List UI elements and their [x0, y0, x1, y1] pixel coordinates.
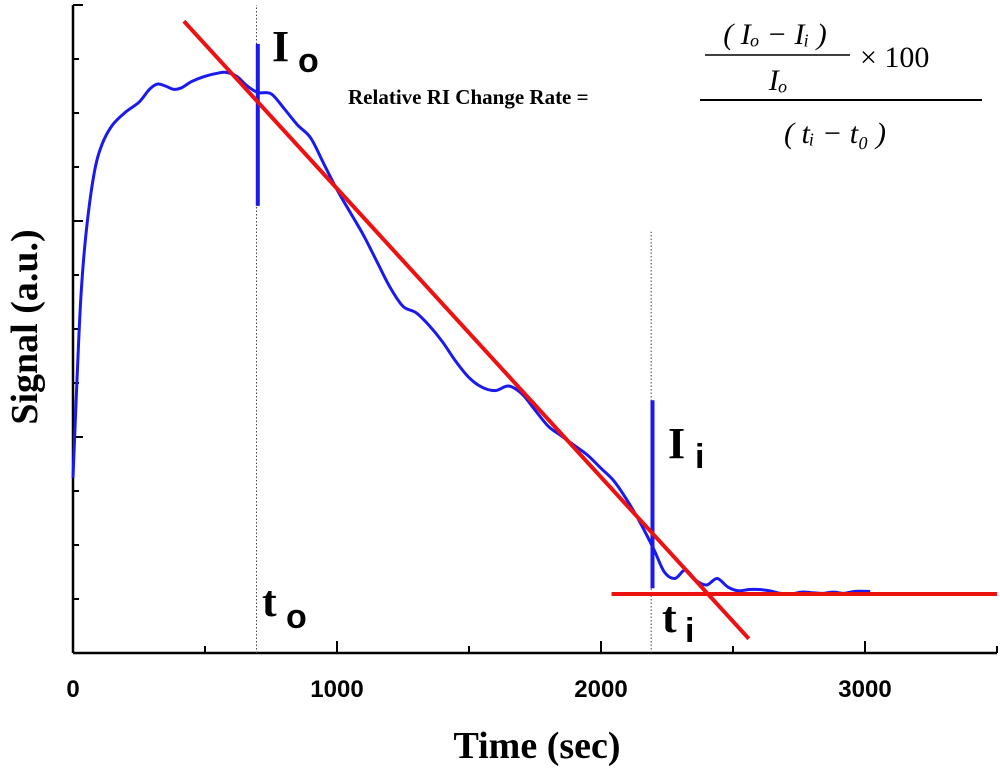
series-layer — [71, 19, 997, 641]
svg-text:I: I — [272, 22, 289, 71]
formula-numerator-bottom: Iₒ — [768, 64, 788, 97]
x-tick-label: 1000 — [310, 676, 363, 703]
svg-text:t: t — [262, 577, 277, 626]
x-ticks — [72, 641, 998, 653]
x-tick-label: 2000 — [574, 676, 627, 703]
annotation-Ii: I i — [668, 419, 704, 476]
annotation-t0: t o — [262, 577, 307, 636]
reference-lines — [255, 5, 655, 653]
svg-text:I: I — [668, 419, 685, 468]
x-tick-labels: 0 1000 2000 3000 — [66, 676, 891, 703]
svg-text:i: i — [685, 612, 694, 650]
y-ticks — [73, 4, 83, 654]
svg-text:o: o — [298, 42, 319, 80]
svg-text:t: t — [662, 593, 677, 642]
y-axis-title: Signal (a.u.) — [4, 229, 46, 424]
x-axis-title: Time (sec) — [453, 725, 620, 767]
x-tick-label: 0 — [66, 676, 79, 703]
svg-text:o: o — [286, 598, 307, 636]
series-linear-fit-decay — [182, 19, 751, 641]
x-tick-label: 3000 — [838, 676, 891, 703]
formula-label: Relative RI Change Rate = — [348, 85, 589, 109]
formula: Relative RI Change Rate = ( Iₒ − Iᵢ ) Iₒ… — [348, 18, 982, 150]
annotation-ti: t i — [662, 593, 694, 650]
formula-denominator: ( tᵢ − t₀ ) — [784, 117, 886, 150]
formula-times-100: × 100 — [860, 41, 929, 74]
annotation-I0: I o — [272, 22, 319, 80]
series-signal — [71, 70, 871, 596]
formula-numerator-top: ( Iₒ − Iᵢ ) — [723, 18, 827, 51]
svg-text:i: i — [695, 438, 704, 476]
